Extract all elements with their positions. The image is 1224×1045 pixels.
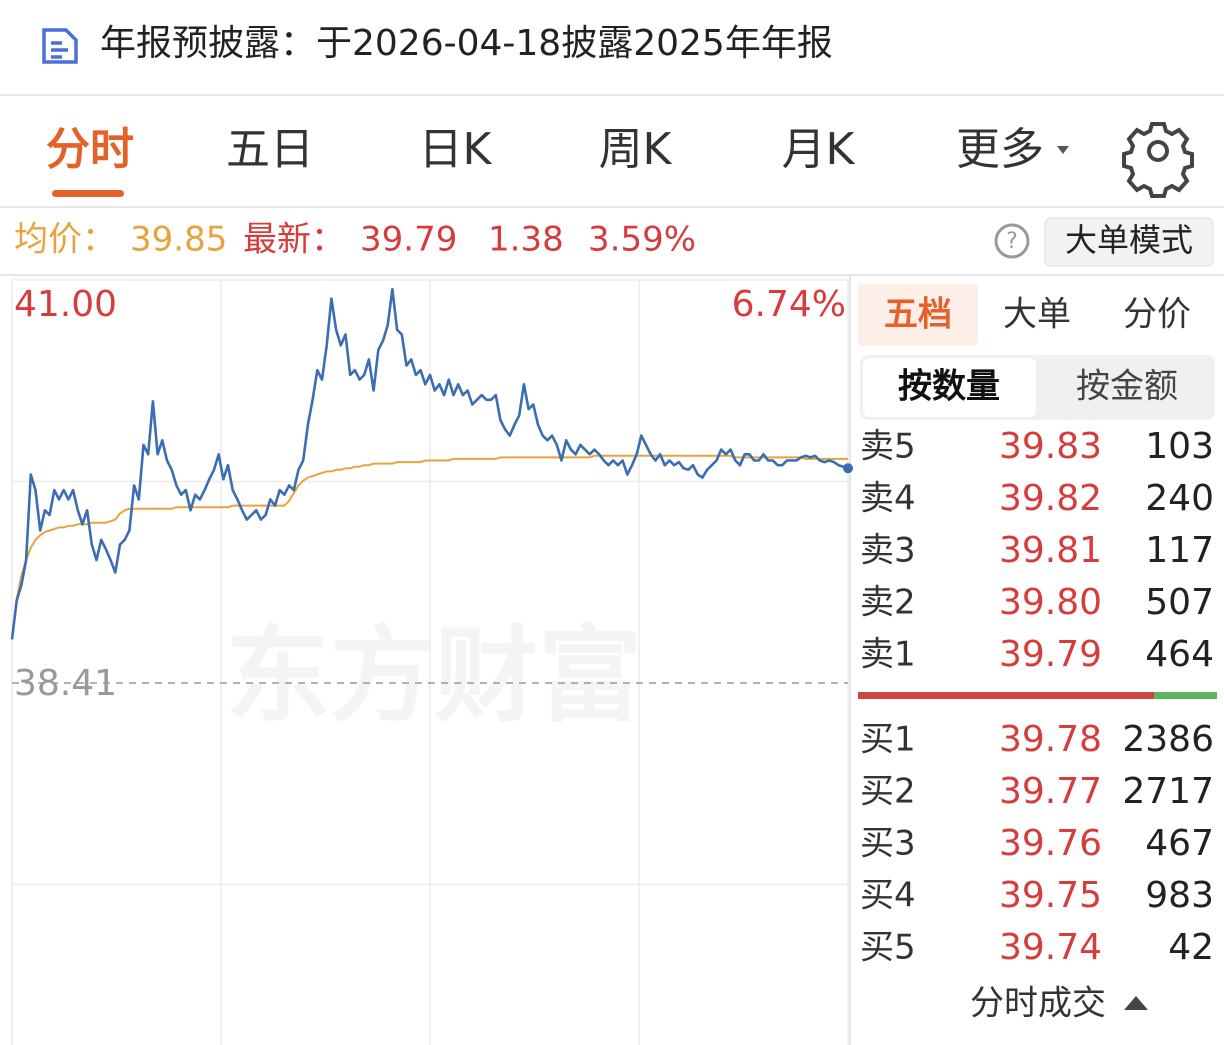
book-level: 买5 xyxy=(860,928,916,968)
book-volume: 103 xyxy=(1145,426,1214,467)
mode-button[interactable]: 大单模式 xyxy=(1065,221,1193,259)
tab-underline xyxy=(52,190,124,197)
doc-icon xyxy=(42,28,78,64)
book-tab[interactable]: 分价 xyxy=(1123,295,1191,335)
book-price: 39.83 xyxy=(999,426,1102,467)
book-volume: 507 xyxy=(1145,582,1214,623)
book-volume: 464 xyxy=(1145,634,1214,675)
book-volume: 2717 xyxy=(1122,771,1214,812)
book-tab[interactable]: 大单 xyxy=(1003,295,1071,335)
tab[interactable]: 五日 xyxy=(226,124,314,175)
tab-selected-bg xyxy=(858,284,978,346)
expand-caret[interactable] xyxy=(1124,996,1148,1010)
y-tick-label: 38.41 xyxy=(14,663,117,704)
dropdown-caret xyxy=(1057,146,1069,154)
book-tab[interactable]: 五档 xyxy=(884,295,952,335)
book-footer[interactable]: 分时成交 xyxy=(970,984,1106,1024)
book-price: 39.74 xyxy=(999,927,1102,968)
book-volume: 117 xyxy=(1145,530,1214,571)
help-icon[interactable]: ? xyxy=(994,223,1030,259)
book-price: 39.77 xyxy=(999,771,1102,812)
tab[interactable]: 日K xyxy=(419,124,493,175)
quote-change-pct: 3.59% xyxy=(588,220,696,260)
book-level: 买2 xyxy=(860,772,916,812)
book-level: 买3 xyxy=(860,824,916,864)
book-volume: 467 xyxy=(1145,823,1214,864)
price-line xyxy=(10,288,849,640)
book-level: 卖4 xyxy=(860,479,916,519)
tab[interactable]: 更多 xyxy=(956,124,1044,175)
book-level: 买4 xyxy=(860,876,916,916)
book-level: 卖2 xyxy=(860,583,916,623)
tab[interactable]: 周K xyxy=(599,124,673,175)
book-price: 39.79 xyxy=(999,634,1102,675)
book-volume: 42 xyxy=(1168,927,1214,968)
book-subtab[interactable]: 按数量 xyxy=(898,367,1000,407)
svg-text:?: ? xyxy=(1006,229,1018,254)
y2-tick-label: 6.74% xyxy=(732,284,846,325)
settings-icon[interactable] xyxy=(1122,122,1194,198)
book-level: 买1 xyxy=(860,720,916,760)
mode-button-bg[interactable] xyxy=(1044,217,1214,267)
quote-avg-label: 均价： xyxy=(14,220,116,260)
tab[interactable]: 月K xyxy=(782,124,856,175)
y-tick-label: 41.00 xyxy=(14,284,117,325)
quote-avg: 39.85 xyxy=(130,220,227,260)
ratio-bar-buy xyxy=(1154,692,1217,699)
last-price-dot xyxy=(843,463,853,474)
book-price: 39.81 xyxy=(999,530,1102,571)
ratio-bar-sell xyxy=(858,692,1154,699)
watermark: 东方财富 xyxy=(226,614,642,736)
quote-last-label: 最新： xyxy=(243,220,345,260)
quote-change: 1.38 xyxy=(488,220,564,260)
book-price: 39.78 xyxy=(999,719,1102,760)
subtab-selected-bg xyxy=(863,358,1036,417)
book-level: 卖5 xyxy=(860,427,916,467)
tab[interactable]: 分时 xyxy=(46,124,134,175)
book-volume: 240 xyxy=(1145,478,1214,519)
book-level: 卖1 xyxy=(860,635,916,675)
header-title: 年报预披露：于2026-04-18披露2025年年报 xyxy=(100,23,833,64)
book-price: 39.80 xyxy=(999,582,1102,623)
quote-last: 39.79 xyxy=(360,220,457,260)
book-volume: 983 xyxy=(1145,875,1214,916)
book-price: 39.75 xyxy=(999,875,1102,916)
avg-price-line xyxy=(11,454,848,640)
book-price: 39.76 xyxy=(999,823,1102,864)
book-volume: 2386 xyxy=(1122,719,1214,760)
book-subtab[interactable]: 按金额 xyxy=(1076,367,1178,407)
book-price: 39.82 xyxy=(999,478,1102,519)
book-level: 卖3 xyxy=(860,531,916,571)
